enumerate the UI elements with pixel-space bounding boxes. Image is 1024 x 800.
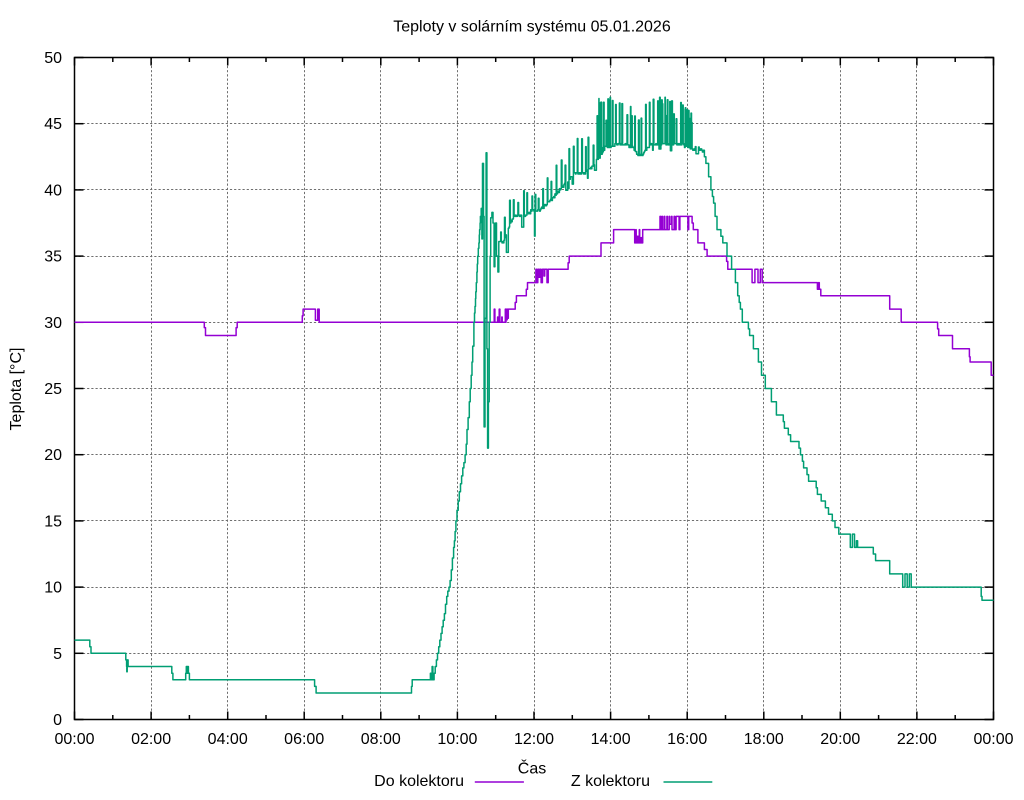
svg-text:08:00: 08:00 [361,731,401,748]
svg-text:Z kolektoru: Z kolektoru [571,773,650,790]
svg-text:02:00: 02:00 [131,731,171,748]
svg-text:40: 40 [44,182,62,199]
svg-text:06:00: 06:00 [284,731,324,748]
svg-text:16:00: 16:00 [667,731,707,748]
svg-text:22:00: 22:00 [897,731,937,748]
svg-text:Teplota [°C]: Teplota [°C] [8,348,25,431]
svg-text:5: 5 [53,646,62,663]
svg-text:25: 25 [44,381,62,398]
svg-text:Teploty v solárním systému 05.: Teploty v solárním systému 05.01.2026 [393,19,671,36]
svg-text:35: 35 [44,249,62,266]
svg-text:14:00: 14:00 [591,731,631,748]
svg-text:Do kolektoru: Do kolektoru [374,773,464,790]
svg-text:00:00: 00:00 [973,731,1013,748]
svg-text:20:00: 20:00 [820,731,860,748]
svg-text:18:00: 18:00 [744,731,784,748]
svg-text:00:00: 00:00 [54,731,94,748]
svg-text:15: 15 [44,513,62,530]
svg-text:30: 30 [44,315,62,332]
svg-text:0: 0 [53,712,62,729]
svg-text:50: 50 [44,50,62,67]
svg-text:Čas: Čas [518,759,546,778]
svg-text:04:00: 04:00 [208,731,248,748]
svg-text:12:00: 12:00 [514,731,554,748]
svg-text:10:00: 10:00 [437,731,477,748]
svg-text:20: 20 [44,447,62,464]
svg-text:10: 10 [44,580,62,597]
svg-text:45: 45 [44,116,62,133]
